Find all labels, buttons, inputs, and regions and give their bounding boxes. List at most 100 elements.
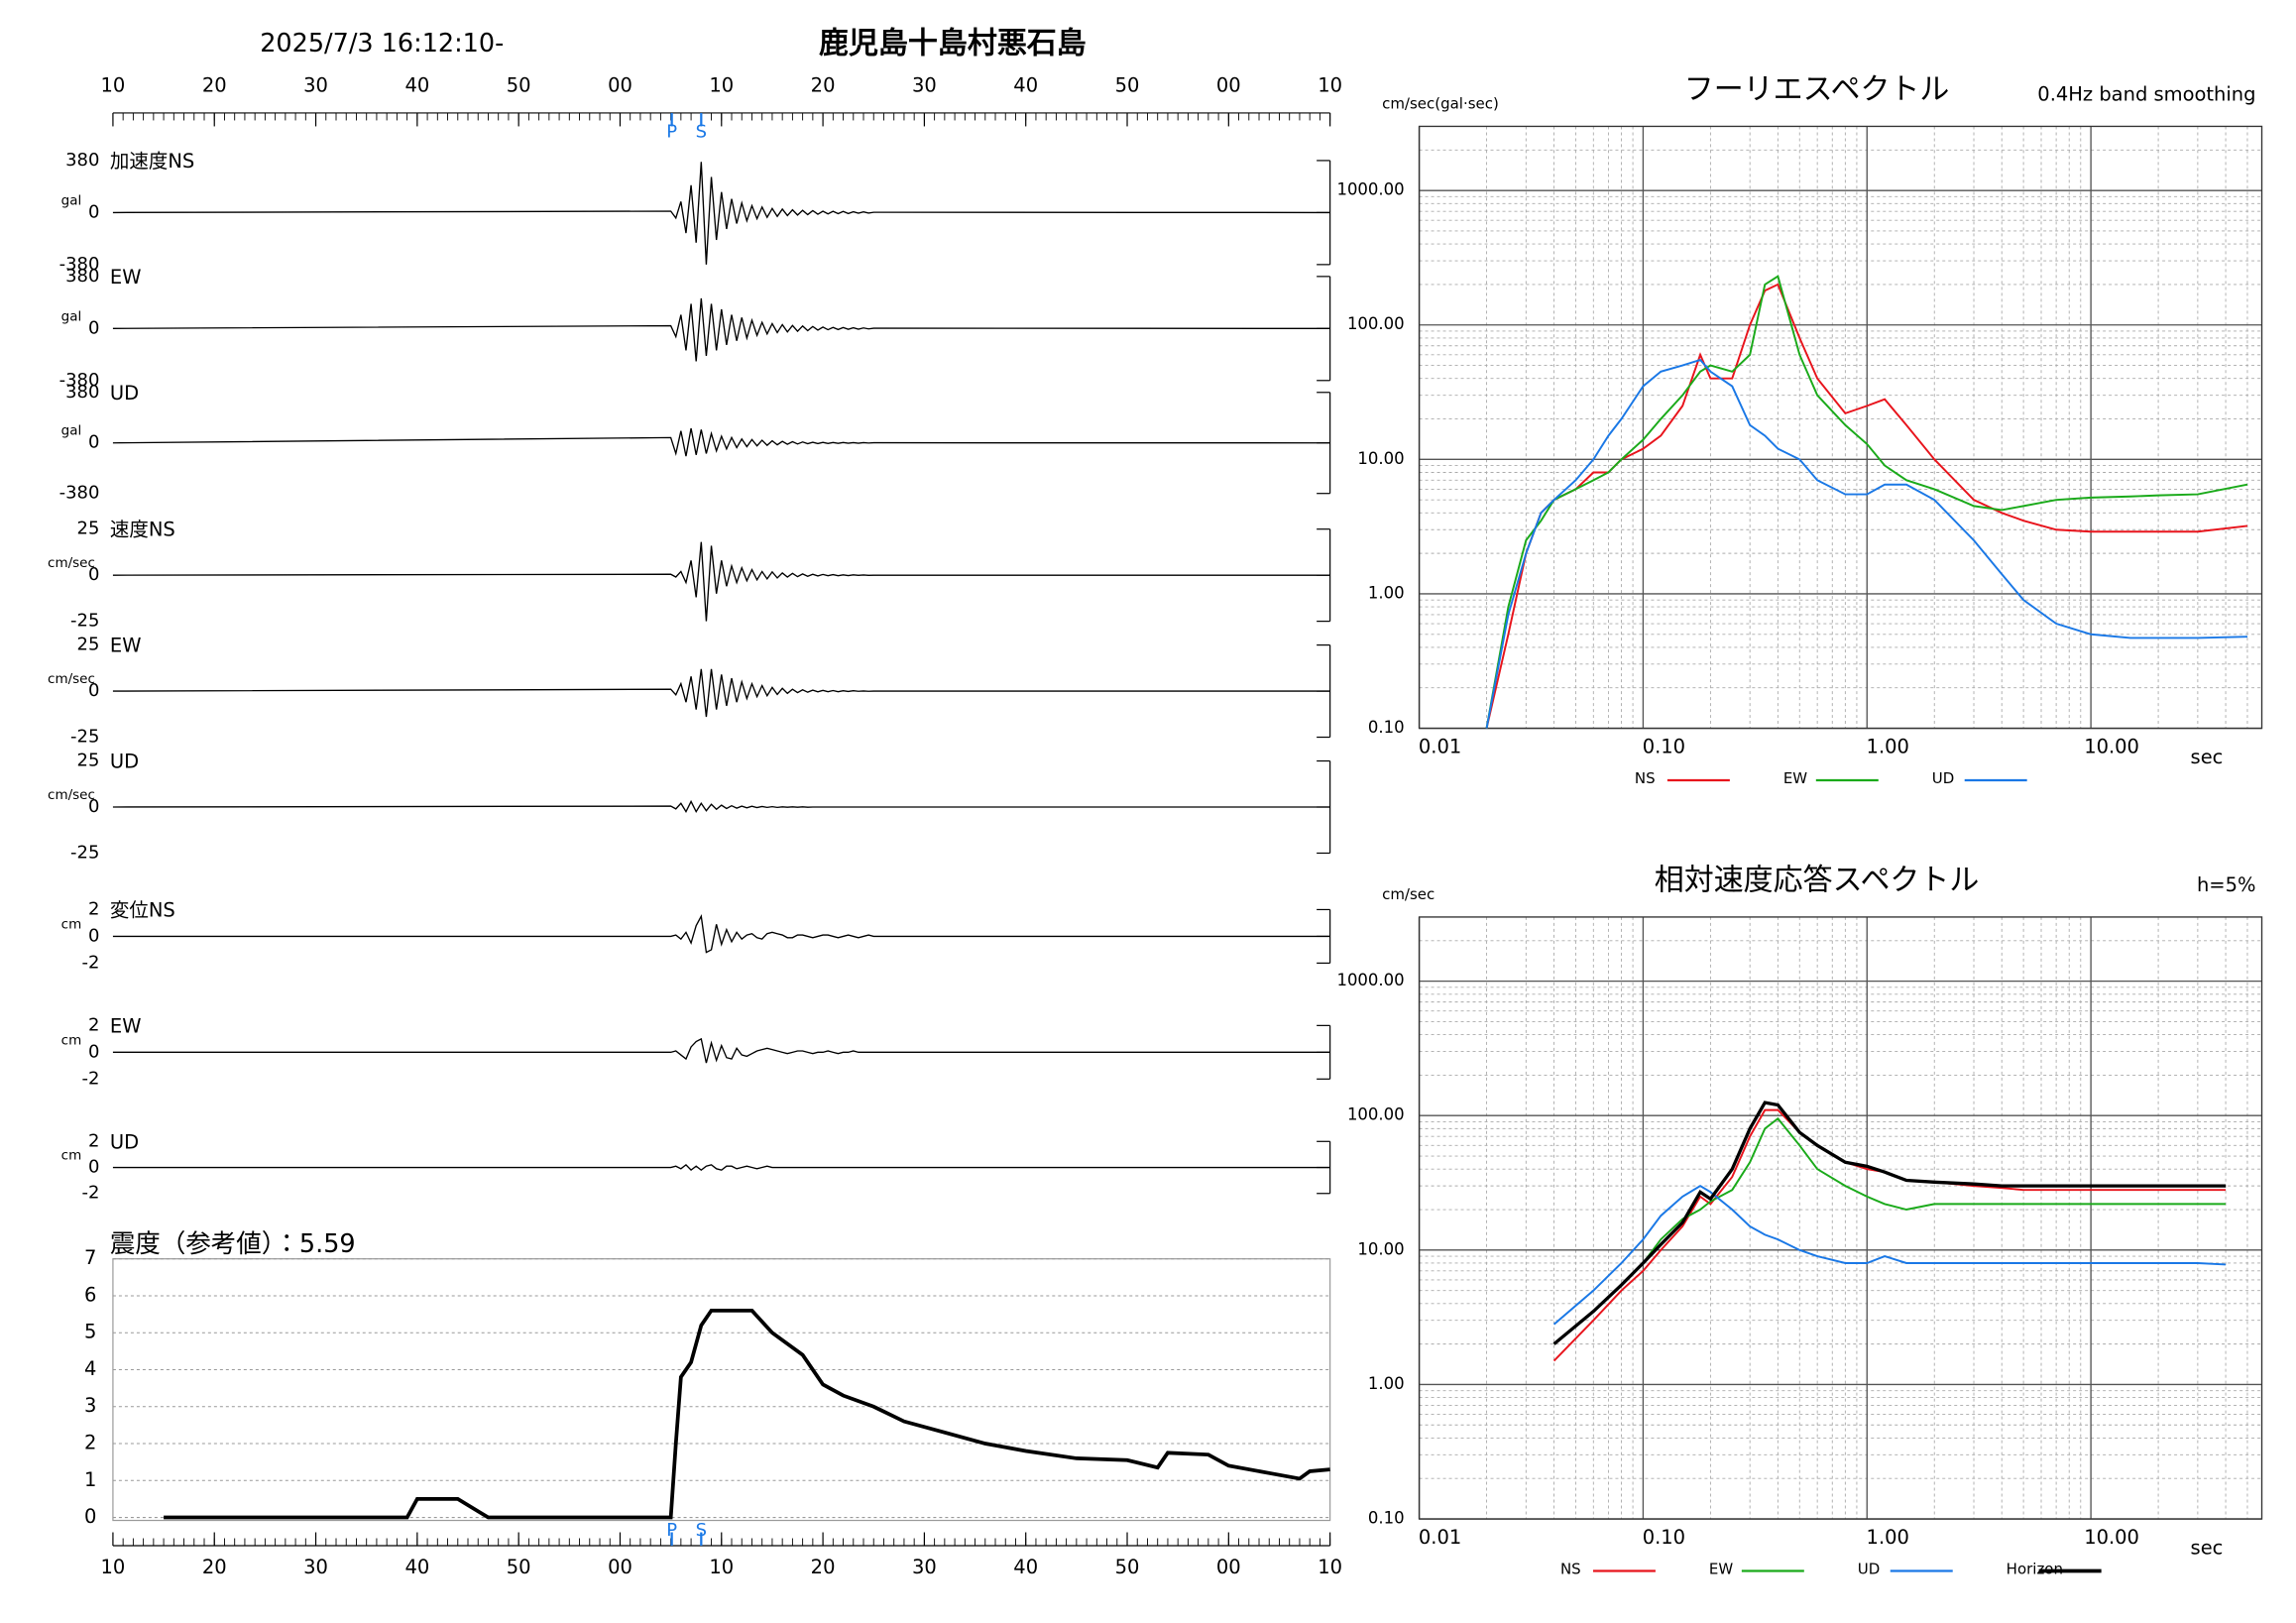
y-tick-label: -2 [82, 1183, 100, 1204]
legend-label: Horizon [2007, 1561, 2063, 1578]
time-tick-label: 20 [811, 1556, 836, 1578]
waveform [112, 162, 1330, 265]
time-tick-label: 50 [1115, 73, 1140, 96]
y-tick-label: 2 [84, 1432, 96, 1454]
y-tick-label: 0.10 [1368, 718, 1405, 737]
phase-label: S [696, 1520, 707, 1541]
y-axis-label: cm/sec(gal·sec) [1382, 94, 1499, 112]
trace-unit: cm [61, 1148, 82, 1164]
plot-frame [1418, 916, 2263, 1520]
y-tick-label: 10.00 [1357, 1239, 1404, 1258]
time-tick-label: 20 [811, 73, 836, 96]
y-tick-label: 25 [77, 635, 100, 655]
spectrum-line [1552, 1101, 2227, 1345]
spectrum-line [1485, 358, 2247, 729]
trace-label: EW [110, 1014, 142, 1037]
intensity-title: 震度（参考値）：5.59 [110, 1229, 356, 1259]
y-tick-label: -25 [70, 842, 99, 863]
legend-label: EW [1709, 1561, 1733, 1578]
x-tick-label: 1.00 [1867, 1526, 1909, 1549]
y-tick-label: -380 [59, 483, 100, 504]
trace-label: 速度NS [110, 519, 175, 541]
y-tick-label: 3 [84, 1394, 96, 1417]
waveform [112, 1037, 1330, 1064]
legend-label: NS [1560, 1561, 1581, 1578]
time-tick-label: 10 [709, 1556, 734, 1578]
chart-subtitle: 0.4Hz band smoothing [2037, 82, 2255, 105]
y-tick-label: 1.00 [1368, 1374, 1405, 1393]
legend-label: UD [1932, 769, 1955, 787]
trace-label: 変位NS [110, 898, 175, 921]
legend-label: NS [1635, 769, 1656, 787]
x-tick-label: 0.01 [1419, 1526, 1461, 1549]
station-name: 鹿児島十島村悪石島 [819, 27, 1087, 61]
y-tick-label: 380 [65, 382, 99, 403]
y-tick-label: 1 [84, 1468, 96, 1491]
time-tick-label: 10 [709, 73, 734, 96]
trace-unit: gal [61, 308, 82, 324]
trace-label: EW [110, 266, 142, 289]
record-datetime: 2025/7/3 16:12:10- [260, 29, 504, 58]
trace-unit: cm/sec [48, 671, 95, 687]
waveform [112, 914, 1330, 954]
y-tick-label: -2 [82, 952, 100, 973]
x-tick-label: 10.00 [2084, 1526, 2139, 1549]
trace-label: UD [110, 382, 139, 405]
y-tick-label: -2 [82, 1068, 100, 1089]
spectrum-line [1485, 275, 2248, 729]
trace-unit: cm [61, 916, 82, 932]
time-tick-label: 50 [507, 73, 531, 96]
y-tick-label: 0 [88, 201, 99, 222]
y-tick-label: 10.00 [1357, 449, 1404, 468]
chart-subtitle: h=5% [2197, 873, 2256, 896]
trace-label: 加速度NS [110, 150, 194, 173]
y-tick-label: 5 [84, 1321, 96, 1343]
spectrum-line [1485, 283, 2248, 729]
time-tick-label: 30 [303, 73, 328, 96]
legend-label: UD [1858, 1561, 1881, 1578]
y-tick-label: 0.10 [1368, 1509, 1405, 1528]
waveform [112, 427, 1330, 457]
phase-label: P [666, 1520, 677, 1541]
time-tick-label: 40 [1013, 73, 1038, 96]
trace-label: EW [110, 635, 142, 657]
time-tick-label: 00 [1216, 1556, 1241, 1578]
y-tick-label: 2 [88, 898, 99, 919]
trace-label: UD [110, 1130, 139, 1153]
time-tick-label: 10 [1318, 1556, 1342, 1578]
y-tick-label: 0 [88, 796, 99, 817]
time-tick-label: 40 [1013, 1556, 1038, 1578]
y-tick-label: 380 [65, 150, 99, 171]
time-tick-label: 10 [1318, 73, 1342, 96]
spectrum-line [1552, 1184, 2227, 1326]
y-tick-label: 1000.00 [1336, 971, 1404, 989]
trace-unit: cm [61, 1032, 82, 1048]
x-tick-label: 10.00 [2084, 736, 2139, 758]
time-tick-label: 00 [608, 1556, 632, 1578]
legend-label: EW [1783, 769, 1807, 787]
time-tick-label: 40 [404, 1556, 429, 1578]
x-axis-label: sec [2191, 1537, 2224, 1560]
y-tick-label: 0 [88, 680, 99, 701]
y-tick-label: -380 [59, 254, 100, 275]
time-tick-label: 50 [1115, 1556, 1140, 1578]
plot-frame [1418, 125, 2263, 730]
y-tick-label: 25 [77, 751, 100, 771]
waveform [112, 1163, 1330, 1172]
intensity-line [164, 1309, 1330, 1520]
waveform [112, 541, 1330, 622]
y-axis-label: cm/sec [1382, 885, 1435, 903]
y-tick-label: 0 [88, 1157, 99, 1178]
y-tick-label: 100.00 [1347, 314, 1405, 333]
y-tick-label: -380 [59, 370, 100, 391]
y-tick-label: 6 [84, 1283, 96, 1306]
time-tick-label: 30 [912, 73, 937, 96]
y-tick-label: 2 [88, 1130, 99, 1151]
x-tick-label: 0.10 [1643, 736, 1685, 758]
x-tick-label: 0.10 [1643, 1526, 1685, 1549]
time-tick-label: 20 [202, 1556, 227, 1578]
time-tick-label: 30 [303, 1556, 328, 1578]
